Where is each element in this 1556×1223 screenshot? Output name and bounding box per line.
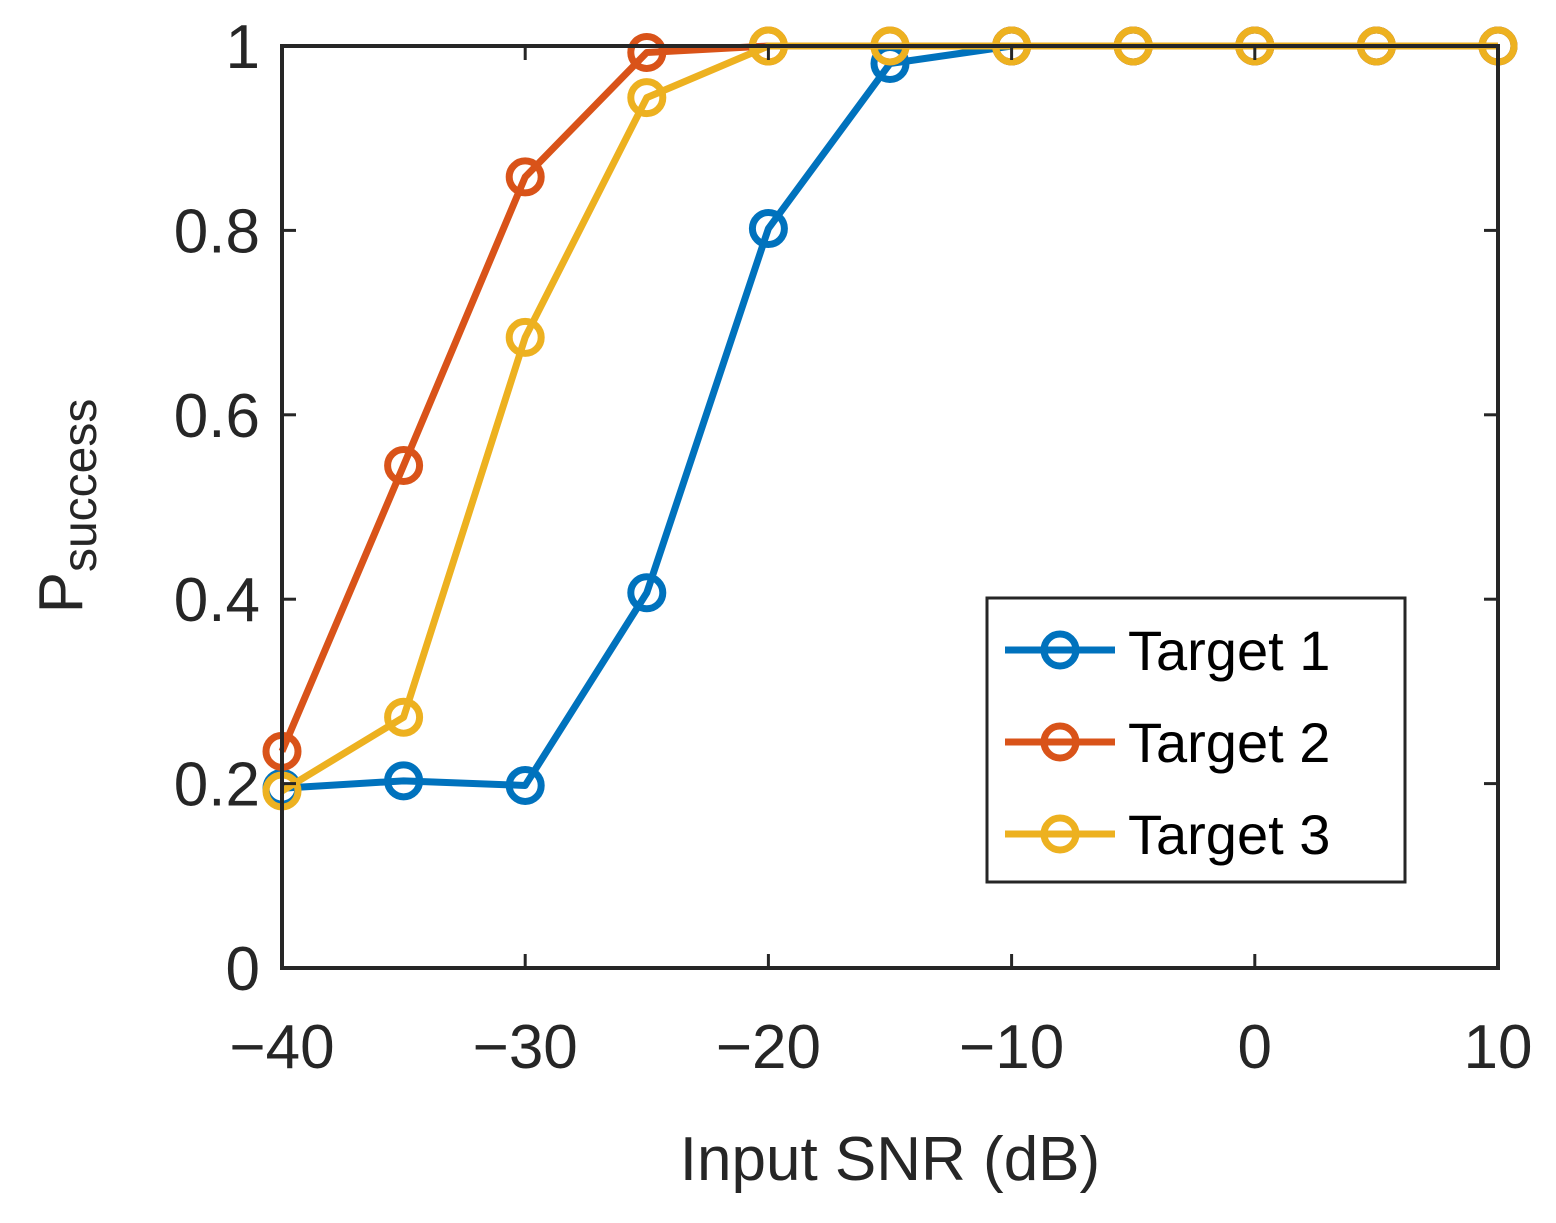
series-3-point-2 — [505, 317, 545, 357]
legend-marker-3 — [1040, 814, 1080, 854]
plot-frame — [280, 44, 1500, 970]
x-tick-label-1: −30 — [473, 1013, 578, 1082]
legend-item-1: Target 1 — [1005, 619, 1330, 682]
series-3-point-3 — [627, 78, 667, 118]
series-3-point-1 — [384, 697, 424, 737]
series-1-point-1 — [384, 761, 424, 801]
legend: Target 1 Target 2 Target 3 — [985, 596, 1407, 884]
legend-item-2: Target 2 — [1005, 711, 1330, 774]
y-axis-title-subscript: success — [54, 399, 107, 572]
ticks-layer — [280, 44, 1500, 970]
legend-item-3: Target 3 — [1005, 803, 1330, 866]
y-tick-label-0: 0 — [226, 935, 260, 1004]
x-tick-label-0: −40 — [229, 1013, 334, 1082]
y-tick-label-2: 0.4 — [174, 566, 260, 635]
x-axis-title: Input SNR (dB) — [680, 1125, 1100, 1194]
series-2-point-2 — [505, 157, 545, 197]
x-tick-label-2: −20 — [716, 1013, 821, 1082]
y-tick-label-5: 1 — [226, 13, 260, 82]
y-axis-title-main: P — [27, 572, 96, 613]
series-1-point-2 — [505, 765, 545, 805]
legend-marker-2 — [1040, 722, 1080, 762]
y-tick-label-1: 0.2 — [174, 751, 260, 820]
series-1-point-3 — [627, 573, 667, 613]
y-axis-title: Psuccess — [27, 399, 107, 614]
y-tick-label-3: 0.6 — [174, 382, 260, 451]
y-tick-labels: 0 0.2 0.4 0.6 0.8 1 — [174, 13, 260, 1004]
x-tick-label-3: −10 — [959, 1013, 1064, 1082]
legend-items: Target 1 Target 2 Target 3 — [1005, 619, 1330, 866]
x-tick-label-5: 10 — [1464, 1013, 1533, 1082]
x-tick-label-4: 0 — [1238, 1013, 1272, 1082]
series-2-point-1 — [384, 446, 424, 486]
svg-text:Psuccess: Psuccess — [27, 399, 107, 614]
legend-label-2: Target 2 — [1128, 711, 1330, 774]
x-tick-labels: −40 −30 −20 −10 0 10 — [229, 1013, 1532, 1082]
series-2-point-3 — [627, 32, 667, 72]
legend-label-3: Target 3 — [1128, 803, 1330, 866]
y-tick-label-4: 0.8 — [174, 197, 260, 266]
legend-label-1: Target 1 — [1128, 619, 1330, 682]
legend-marker-1 — [1040, 630, 1080, 670]
series-1-point-4 — [748, 209, 788, 249]
